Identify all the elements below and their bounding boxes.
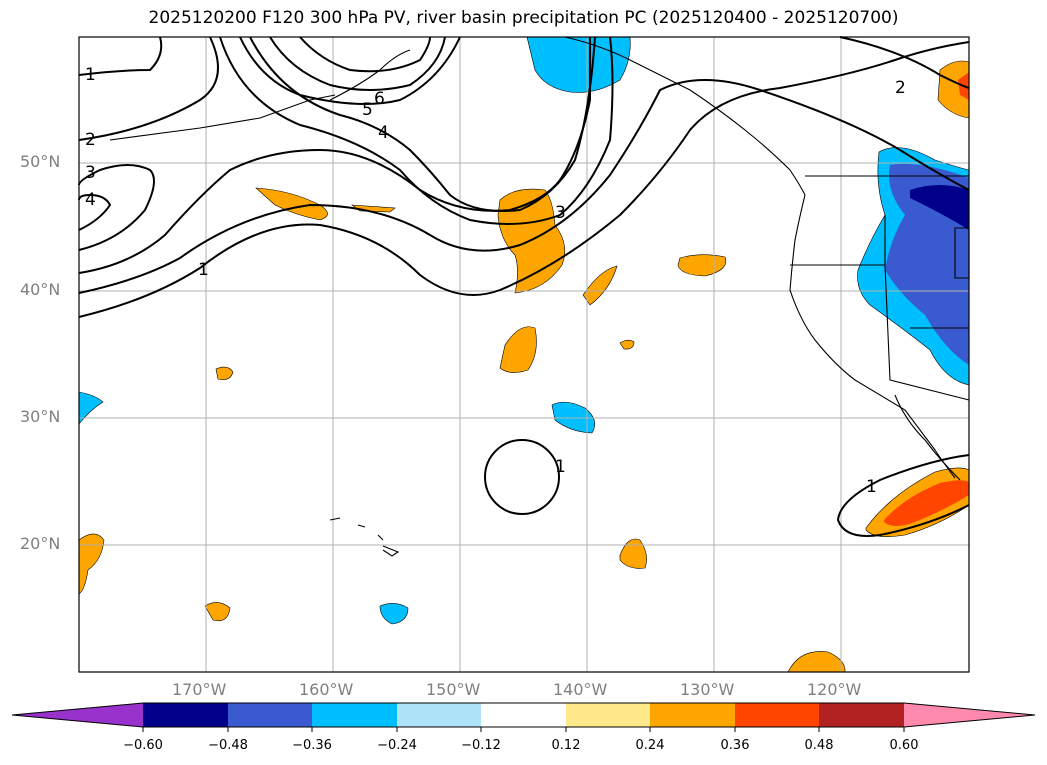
contour-4: [78, 164, 155, 251]
contour-label: 6: [374, 89, 385, 109]
colorbar: [11, 702, 1036, 732]
colorbar-segment: [228, 703, 312, 727]
shade-neg-leftedge: [78, 391, 104, 425]
map-frame: [78, 36, 970, 673]
colorbar-label: 0.24: [635, 738, 665, 753]
shade-neg-north: [526, 36, 631, 93]
contour-label: 1: [198, 260, 209, 280]
colorbar-label: −0.60: [123, 738, 163, 753]
contour-label: 2: [85, 130, 96, 150]
lat-lon-grid: [79, 37, 969, 672]
colorbar-label: 0.60: [889, 738, 919, 753]
colorbar-segment: [819, 703, 904, 727]
lat-tick-label: 30°N: [20, 407, 61, 426]
contour-label: 3: [555, 203, 566, 223]
contour-1-main: [78, 41, 970, 318]
contour-label: 1: [555, 457, 566, 477]
colorbar-label: 0.36: [720, 738, 750, 753]
contour-3: [78, 37, 591, 274]
shade-pos-tiny2: [215, 366, 234, 380]
hawaii: [329, 517, 400, 557]
contour-label: 5: [362, 100, 373, 120]
contour-upper6: [249, 36, 596, 212]
shade-neg-west-high: [910, 185, 969, 230]
lon-tick-label: 150°W: [426, 680, 481, 699]
contour-upper2: [78, 36, 219, 141]
shade-pos-mid1: [499, 326, 537, 373]
contour-labels: 1 2 3 4 1 4 5 6 3 2 1 1: [85, 65, 906, 497]
colorbar-segment: [397, 703, 481, 727]
shade-pos-mid2: [582, 265, 618, 306]
contour-ne: [839, 36, 970, 89]
colorbar-segment: [650, 703, 735, 727]
pv-contours: [78, 36, 970, 537]
state-borders: [790, 215, 970, 401]
colorbar-segment: [312, 703, 397, 727]
coast-west-us: [789, 194, 956, 479]
lat-tick-label: 20°N: [20, 534, 61, 553]
shade-pos-bottom: [787, 651, 846, 673]
aleutians: [109, 94, 336, 141]
contour-2: [78, 79, 970, 294]
shade-pos-tiny1: [619, 339, 635, 350]
colorbar-label: −0.36: [292, 738, 332, 753]
shade-pos-south2: [204, 602, 231, 622]
colorbar-label: −0.24: [377, 738, 417, 753]
contour-upper3: [239, 36, 461, 105]
shade-pos-leftedge: [78, 533, 105, 595]
contour-upper4: [269, 36, 446, 91]
contour-label: 1: [85, 65, 96, 85]
contour-1-loop: [484, 439, 560, 515]
contour-label: 2: [895, 78, 906, 98]
contour-upper5: [299, 36, 431, 73]
coast-baja: [894, 394, 961, 481]
shade-pos-east: [677, 254, 727, 277]
shade-pos-south1: [619, 538, 647, 569]
lon-tick-label: 140°W: [553, 680, 608, 699]
lon-tick-label: 160°W: [299, 680, 354, 699]
colorbar-segment: [566, 703, 650, 727]
contour-1-south: [836, 454, 970, 537]
contour-5: [78, 193, 112, 231]
colorbar-label: −0.12: [461, 738, 501, 753]
coastlines: [109, 36, 970, 557]
shade-mid-baja: [884, 480, 969, 526]
colorbar-segment: [481, 703, 566, 727]
colorbar-extend-left: [12, 703, 143, 727]
contour-label: 4: [85, 190, 96, 210]
colorbar-segment: [735, 703, 819, 727]
contour-label: 3: [85, 163, 96, 183]
shade-neg-south: [379, 603, 409, 625]
lat-tick-label: 50°N: [20, 152, 61, 171]
precipitation-shading: [78, 36, 970, 673]
lon-tick-label: 120°W: [807, 680, 862, 699]
lon-tick-label: 130°W: [680, 680, 735, 699]
map-title: 2025120200 F120 300 hPa PV, river basin …: [148, 8, 899, 28]
lat-tick-label: 40°N: [20, 280, 61, 299]
lon-tick-label: 170°W: [172, 680, 227, 699]
colorbar-label: −0.48: [208, 738, 248, 753]
shade-pos-west: [255, 187, 328, 221]
colorbar-label: 0.48: [804, 738, 834, 753]
contour-upper7: [219, 36, 614, 225]
contour-label: 1: [866, 477, 877, 497]
contour-upper1: [78, 36, 163, 76]
colorbar-extend-right: [904, 703, 1035, 727]
colorbar-label: 0.12: [551, 738, 581, 753]
contour-label: 4: [378, 123, 389, 143]
colorbar-segment: [143, 703, 228, 727]
